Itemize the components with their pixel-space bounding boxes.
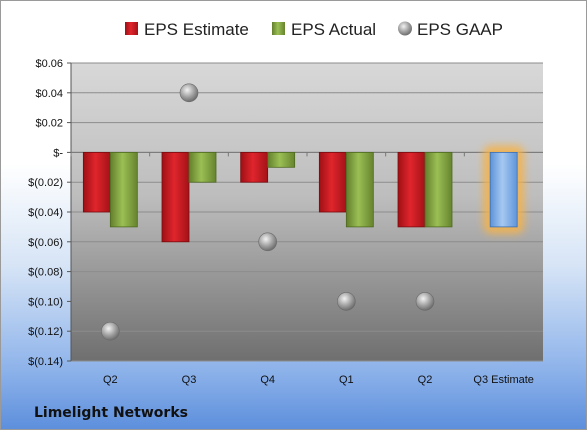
- legend-label-gaap: EPS GAAP: [417, 20, 503, 39]
- y-tick-label: $(0.12): [28, 326, 63, 338]
- x-axis: Q2 Q3 Q4 Q1 Q2 Q3 Estimate: [70, 151, 543, 386]
- bar-eps-actual: [267, 151, 296, 168]
- bar-eps-estimate: [240, 151, 269, 183]
- bar-eps-actual: [109, 151, 138, 228]
- gridlines: [71, 62, 543, 362]
- point-eps-gaap: [179, 83, 199, 103]
- x-tick-label: Q3 Estimate: [473, 374, 534, 386]
- legend: EPS Estimate EPS Actual EPS GAAP: [125, 20, 503, 39]
- bars: [82, 145, 525, 243]
- bar-eps-estimate: [397, 151, 426, 228]
- legend-label-estimate: EPS Estimate: [144, 20, 249, 39]
- bar-eps-estimate: [318, 151, 347, 213]
- bar-eps-actual: [345, 151, 374, 228]
- point-eps-gaap: [101, 321, 120, 341]
- x-tick-label: Q2: [103, 374, 118, 386]
- y-axis: $0.06 $0.04 $0.02 $- $(0.02) $(0.04) $(0.06) $(…: [28, 58, 72, 368]
- gaap-points: [101, 83, 435, 341]
- y-tick-label: $0.06: [35, 58, 63, 70]
- x-tick-label: Q3: [182, 374, 197, 386]
- legend-label-actual: EPS Actual: [291, 20, 376, 39]
- legend-swatch-estimate: [125, 22, 138, 35]
- y-tick-label: $0.02: [35, 118, 63, 130]
- y-tick-label: $-: [53, 147, 63, 159]
- bar-eps-actual: [424, 151, 453, 228]
- point-eps-gaap: [415, 292, 435, 311]
- legend-swatch-gaap: [398, 21, 412, 36]
- y-tick-label: $(0.02): [28, 177, 63, 189]
- y-tick-label: $(0.04): [28, 207, 63, 219]
- legend-swatch-actual: [272, 22, 285, 35]
- y-tick-label: $(0.06): [28, 237, 63, 249]
- y-tick-label: $(0.10): [28, 296, 63, 308]
- point-eps-gaap: [258, 232, 277, 252]
- point-eps-gaap: [337, 292, 356, 311]
- y-tick-label: $(0.08): [28, 267, 63, 279]
- y-tick-label: $(0.14): [28, 356, 63, 368]
- x-tick-label: Q2: [418, 374, 433, 386]
- bar-eps-actual: [188, 151, 217, 183]
- bar-eps-estimate: [82, 151, 111, 213]
- company-name: Limelight Networks: [34, 405, 188, 421]
- bar-eps-estimate: [161, 151, 190, 243]
- x-tick-label: Q1: [339, 374, 354, 386]
- x-tick-label: Q4: [260, 374, 275, 386]
- bar-eps-estimate-highlight: [489, 151, 518, 228]
- y-tick-label: $0.04: [35, 88, 63, 100]
